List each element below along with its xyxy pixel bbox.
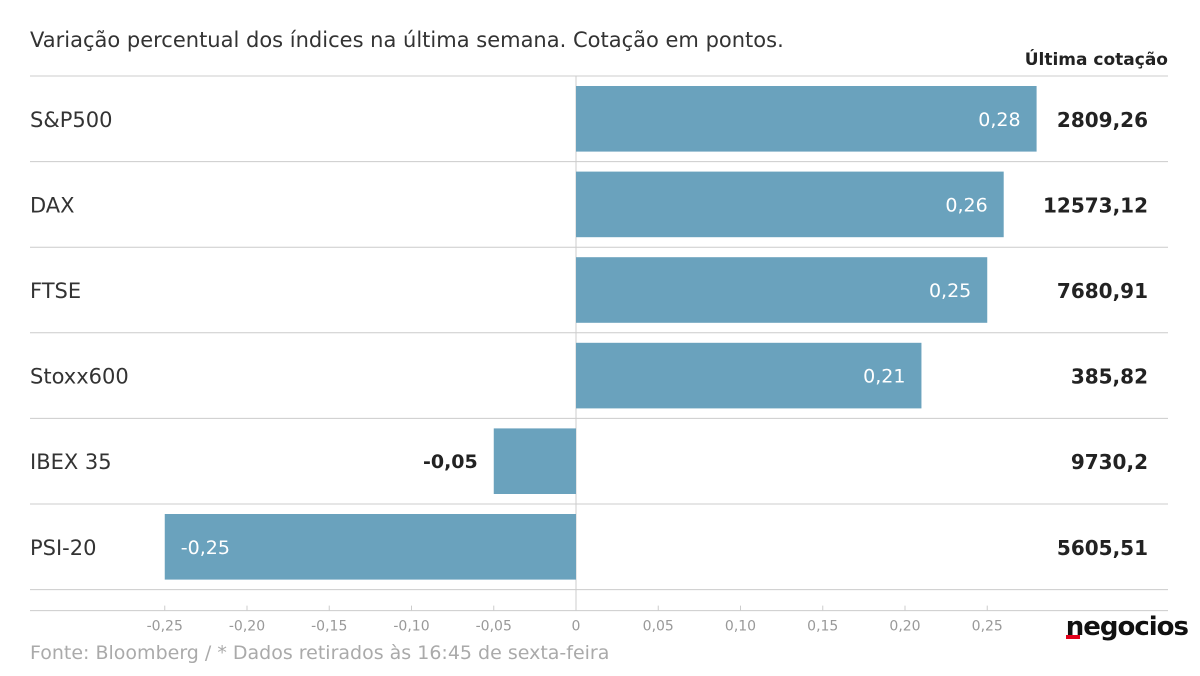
brand-accent-mark [1065,635,1080,639]
value-label: 0,28 [978,109,1020,131]
x-tick-label: -0,20 [229,619,265,635]
value-label: 0,21 [863,366,905,388]
last-quote-value: 2809,26 [1057,108,1148,132]
value-label: 0,26 [945,194,987,216]
category-label: IBEX 35 [30,450,112,474]
last-quote-value: 5605,51 [1057,536,1148,560]
x-tick-label: -0,15 [311,619,347,635]
last-quote-value: 12573,12 [1043,193,1148,217]
bar-ibex35 [493,428,576,494]
category-label: PSI-20 [30,536,97,560]
x-tick-label: -0,05 [476,619,512,635]
bar-ftse [576,257,988,323]
last-quote-value: 7680,91 [1057,279,1148,303]
x-tick-label: 0,20 [889,619,920,635]
category-label: Stoxx600 [30,365,129,389]
chart-subtitle: Variação percentual dos índices na últim… [30,28,784,52]
bar-chart: -0,25 -0,20 -0,15 -0,10 -0,05 0 0,05 0,10 0,15 0,… [30,75,1168,635]
category-label: DAX [30,193,75,217]
x-tick-label: 0,10 [725,619,756,635]
bar-sp500 [576,86,1037,152]
last-quote-column-header: Última cotação [1024,50,1168,70]
category-label: FTSE [30,279,81,303]
bar-psi20 [164,514,576,580]
x-tick-label: 0,15 [807,619,838,635]
value-label: 0,25 [929,280,971,302]
x-tick-label: -0,10 [393,619,429,635]
bar-dax [576,171,1004,238]
last-quote-value: 9730,2 [1071,450,1148,474]
x-tick-label: 0,05 [643,619,674,635]
source-note: Fonte: Bloomberg / * Dados retirados às … [30,642,610,664]
x-tick-label: 0,25 [972,619,1003,635]
value-label: -0,05 [423,451,478,473]
brand-logo: negocios [1065,612,1189,642]
x-tick-label: 0 [572,619,581,635]
category-label: S&P500 [30,108,112,132]
last-quote-value: 385,82 [1071,365,1148,389]
value-label: -0,25 [181,537,230,559]
bar-stoxx600 [576,342,922,409]
brand-name: negocios [1065,612,1189,642]
x-tick-label: -0,25 [147,619,183,635]
